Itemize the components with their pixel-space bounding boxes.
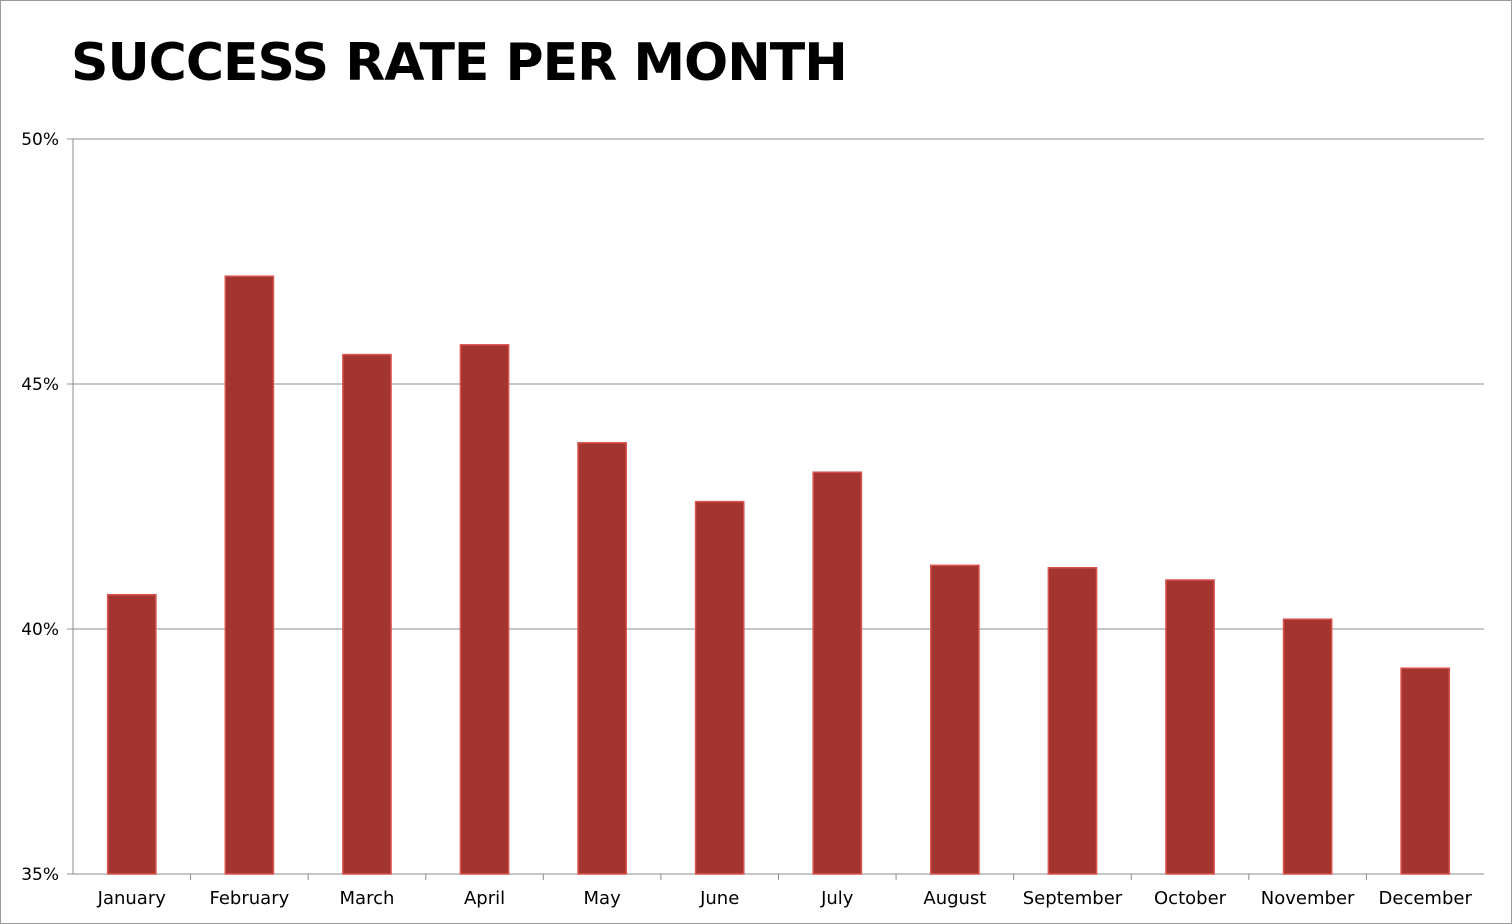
x-tick-label-february: February: [209, 888, 289, 909]
bar-april: [459, 344, 510, 875]
x-tick-label-may: May: [584, 888, 622, 909]
chart-title: SUCCESS RATE PER MONTH: [71, 33, 848, 93]
y-tick-label: 50%: [21, 130, 59, 150]
x-tick-label-november: November: [1261, 888, 1355, 909]
bar-october: [1165, 579, 1215, 875]
bars: [106, 275, 1451, 875]
bar-september: [1047, 567, 1098, 875]
x-tick-label-march: March: [340, 888, 395, 909]
x-axis-labels: January February March April May June July Augu…: [97, 888, 1473, 909]
bar-february: [224, 275, 275, 875]
x-tick-label-april: April: [464, 888, 505, 909]
x-tick-label-december: December: [1379, 888, 1473, 909]
x-tick-label-june: June: [699, 888, 739, 909]
y-tick-label: 45%: [21, 375, 59, 395]
gridlines: [73, 138, 1484, 630]
axes: [72, 139, 1484, 880]
bar-december: [1400, 667, 1451, 875]
bar-november: [1282, 618, 1333, 875]
bar-march: [342, 353, 392, 875]
bar-may: [577, 442, 627, 875]
x-tick-label-july: July: [820, 888, 854, 909]
y-tick-label: 40%: [21, 620, 59, 640]
x-tick-label-august: August: [923, 888, 986, 909]
x-tick-label-october: October: [1154, 888, 1227, 909]
bar-june: [694, 500, 745, 875]
bar-january: [106, 593, 157, 875]
bar-august: [930, 564, 980, 875]
y-tick-label: 35%: [21, 865, 59, 885]
bar-july: [812, 471, 863, 875]
x-tick-label-january: January: [97, 888, 167, 909]
y-axis-ticks: 35% 40% 45% 50%: [21, 130, 73, 885]
x-tick-label-september: September: [1023, 888, 1123, 909]
